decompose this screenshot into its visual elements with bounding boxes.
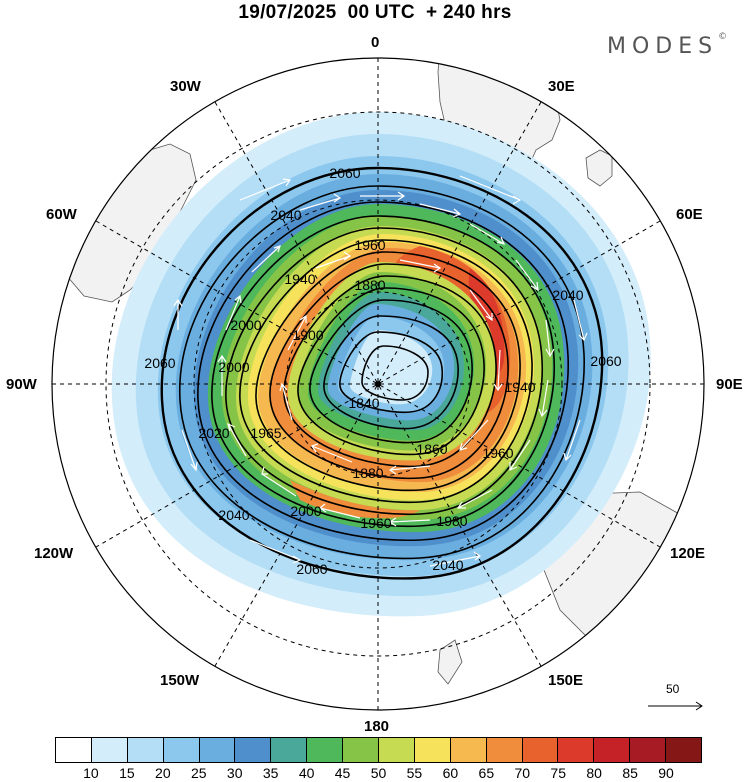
contour-label: 1960 (354, 237, 385, 253)
colorbar-swatch (522, 738, 559, 762)
copyright-mark: © (718, 32, 728, 42)
colorbar-tick-label: 75 (550, 765, 567, 781)
colorbar-swatch (379, 738, 415, 762)
modes-logo: MODES© (607, 32, 728, 59)
colorbar-tick-label: 25 (190, 765, 207, 781)
lon-label-30w: 30W (170, 78, 201, 95)
height-contours (160, 166, 604, 580)
colorbar-tick-label: 15 (119, 765, 135, 781)
colorbar-swatch (450, 738, 487, 762)
lon-label-60e: 60E (676, 206, 703, 223)
south-pole-marker (375, 381, 381, 387)
contour-label: 1860 (416, 441, 447, 457)
lon-label-150e: 150E (548, 672, 584, 689)
contour-label: 2040 (218, 507, 249, 523)
contour-label: 1900 (292, 327, 323, 343)
contour-label: 2000 (230, 317, 261, 333)
colorbar-swatch (91, 738, 128, 762)
colorbar-ticks: 10 15 20 25 30 35 40 45 50 55 60 65 70 75 80 85 90 (55, 765, 702, 781)
colorbar-tick-label: 40 (298, 765, 315, 781)
contour-label: 2000 (218, 359, 249, 375)
lon-label-120e: 120E (670, 545, 706, 562)
colorbar-tick-label: 45 (334, 765, 351, 781)
colorbar-swatch (414, 738, 451, 762)
graticule (52, 58, 704, 710)
contour-label: 2060 (296, 561, 327, 577)
brand-text: MODES (607, 34, 719, 59)
colorbar-swatch (666, 738, 702, 762)
new-zealand-landmass (437, 639, 463, 685)
colorbar-swatch (271, 738, 308, 762)
contour-label: 2000 (290, 503, 321, 519)
colorbar-swatch (594, 738, 631, 762)
contour-label: 2020 (198, 425, 229, 441)
colorbar-swatch (558, 738, 595, 762)
colorbar-tick-label: 30 (226, 765, 243, 781)
map-title: 19/07/2025 00 UTC + 240 hrs (238, 2, 512, 23)
colorbar-swatch (127, 738, 164, 762)
contour-label: 2040 (552, 287, 583, 303)
contour-label: 1940 (284, 271, 315, 287)
colorbar-swatch (630, 738, 667, 762)
colorbar-swatch (235, 738, 272, 762)
contour-label: 1940 (504, 379, 535, 395)
colorbar-tick-label: 70 (514, 765, 531, 781)
colorbar-swatch (486, 738, 523, 762)
wind-vectors (173, 175, 588, 567)
contour-label: 1965 (250, 425, 281, 441)
colorbar-swatch (56, 738, 92, 762)
contour-label: 1960 (482, 445, 513, 461)
colorbar-tick-label: 85 (622, 765, 638, 781)
colorbar-tick-label: 90 (658, 765, 674, 781)
contour-label: 1980 (436, 513, 467, 529)
contour-label: 1880 (352, 465, 383, 481)
colorbar-tick-label: 50 (370, 765, 387, 781)
lon-label-60w: 60W (46, 206, 77, 223)
contour-label: 1960 (360, 515, 391, 531)
reference-arrow-icon (648, 701, 703, 711)
lon-label-0: 0 (371, 34, 380, 51)
colorbar-tick-label: 80 (586, 765, 602, 781)
reference-vector-value: 50 (666, 682, 680, 696)
colorbar-swatch (307, 738, 344, 762)
map-boundary (51, 57, 705, 711)
contour-label: 1880 (354, 277, 385, 293)
colorbar-swatch (343, 738, 380, 762)
contour-labels: 2060 2040 1960 1940 1880 2000 1900 2060 … (144, 165, 621, 577)
colorbar (55, 737, 702, 763)
colorbar-tick-label: 55 (406, 765, 423, 781)
contour-label: 2040 (270, 207, 301, 223)
colorbar-tick-label: 10 (83, 765, 99, 781)
colorbar-swatch (199, 738, 236, 762)
lon-label-120w: 120W (34, 545, 74, 562)
contour-label: 2060 (329, 165, 360, 181)
reference-vector: 50 (646, 682, 706, 714)
colorbar-tick-label: 65 (478, 765, 495, 781)
contour-label: 2060 (590, 353, 621, 369)
wind-speed-shading (111, 112, 651, 617)
colorbar-tick-label: 35 (262, 765, 279, 781)
colorbar-swatch (163, 738, 200, 762)
madagascar-landmass (585, 149, 613, 187)
lon-label-90e: 90E (716, 376, 743, 393)
contour-label: 2060 (144, 355, 175, 371)
colorbar-tick-label: 20 (155, 765, 171, 781)
lon-label-30e: 30E (548, 78, 575, 95)
lon-label-180: 180 (364, 718, 390, 735)
contour-label: 2040 (432, 557, 463, 573)
colorbar-tick-label: 60 (442, 765, 459, 781)
lon-label-90w: 90W (6, 376, 37, 393)
contour-label: 1840 (348, 395, 379, 411)
lon-label-150w: 150W (160, 672, 200, 689)
